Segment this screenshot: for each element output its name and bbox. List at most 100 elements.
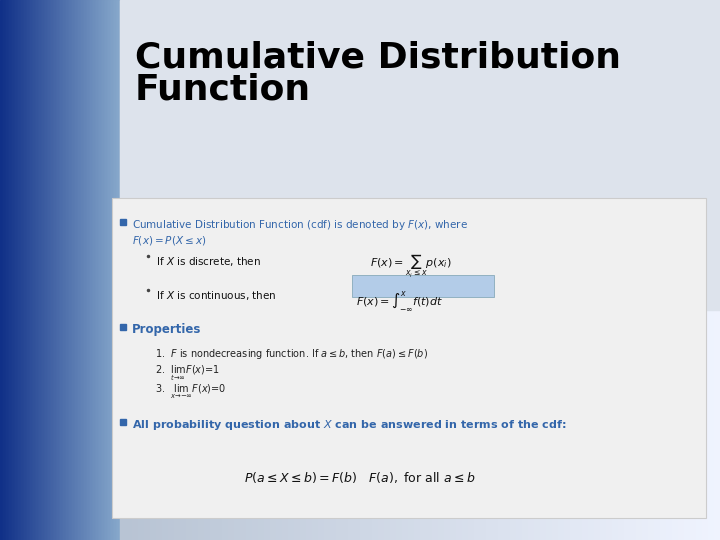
Polygon shape	[150, 0, 156, 540]
Polygon shape	[372, 0, 378, 540]
Polygon shape	[112, 0, 114, 540]
Polygon shape	[450, 0, 456, 540]
Polygon shape	[117, 0, 119, 540]
Polygon shape	[246, 0, 252, 540]
Polygon shape	[61, 0, 63, 540]
Polygon shape	[93, 0, 94, 540]
Polygon shape	[4, 0, 6, 540]
Polygon shape	[402, 0, 408, 540]
Polygon shape	[9, 0, 11, 540]
Polygon shape	[624, 0, 630, 540]
Polygon shape	[65, 0, 66, 540]
Polygon shape	[29, 0, 30, 540]
Polygon shape	[702, 0, 708, 540]
Polygon shape	[570, 0, 576, 540]
Polygon shape	[120, 0, 720, 310]
Polygon shape	[84, 0, 86, 540]
Polygon shape	[6, 0, 7, 540]
Polygon shape	[294, 0, 300, 540]
Polygon shape	[534, 0, 540, 540]
Polygon shape	[318, 0, 324, 540]
Polygon shape	[14, 0, 15, 540]
Polygon shape	[352, 275, 494, 297]
Polygon shape	[606, 0, 612, 540]
Polygon shape	[144, 0, 150, 540]
Polygon shape	[432, 0, 438, 540]
Polygon shape	[336, 0, 342, 540]
Polygon shape	[678, 0, 684, 540]
Polygon shape	[138, 0, 144, 540]
Polygon shape	[94, 0, 96, 540]
Polygon shape	[3, 0, 4, 540]
Polygon shape	[186, 0, 192, 540]
Polygon shape	[330, 0, 336, 540]
Polygon shape	[378, 0, 384, 540]
Text: Cumulative Distribution Function (cdf) is denoted by $F(x)$, where: Cumulative Distribution Function (cdf) i…	[132, 218, 468, 232]
Polygon shape	[36, 0, 37, 540]
Polygon shape	[300, 0, 306, 540]
Polygon shape	[618, 0, 624, 540]
Polygon shape	[168, 0, 174, 540]
Polygon shape	[480, 0, 486, 540]
Polygon shape	[87, 0, 89, 540]
Polygon shape	[96, 0, 97, 540]
Polygon shape	[588, 0, 594, 540]
Polygon shape	[564, 0, 570, 540]
Polygon shape	[486, 0, 492, 540]
Polygon shape	[672, 0, 678, 540]
Polygon shape	[73, 0, 75, 540]
Polygon shape	[111, 0, 112, 540]
Polygon shape	[0, 0, 1, 540]
Polygon shape	[45, 0, 47, 540]
Polygon shape	[222, 0, 228, 540]
Polygon shape	[120, 324, 126, 330]
Polygon shape	[53, 0, 54, 540]
Polygon shape	[384, 0, 390, 540]
Polygon shape	[114, 0, 115, 540]
Polygon shape	[1, 0, 3, 540]
Polygon shape	[24, 0, 25, 540]
Polygon shape	[540, 0, 546, 540]
Polygon shape	[120, 219, 126, 225]
Polygon shape	[71, 0, 72, 540]
Text: $F(x) = \sum_{x_i \leq x} p(x_i)$: $F(x) = \sum_{x_i \leq x} p(x_i)$	[370, 253, 451, 280]
Polygon shape	[39, 0, 40, 540]
Polygon shape	[102, 0, 104, 540]
Text: 2.  $\lim_{t \to \infty} F(x) = 1$: 2. $\lim_{t \to \infty} F(x) = 1$	[155, 364, 220, 383]
Polygon shape	[27, 0, 29, 540]
Polygon shape	[104, 0, 105, 540]
Polygon shape	[105, 0, 107, 540]
Polygon shape	[468, 0, 474, 540]
Polygon shape	[108, 0, 109, 540]
Polygon shape	[68, 0, 69, 540]
Polygon shape	[76, 0, 78, 540]
Polygon shape	[210, 0, 216, 540]
Polygon shape	[204, 0, 210, 540]
Text: All probability question about $X$ can be answered in terms of the cdf:: All probability question about $X$ can b…	[132, 418, 567, 432]
Polygon shape	[18, 0, 19, 540]
Polygon shape	[91, 0, 93, 540]
Polygon shape	[58, 0, 60, 540]
Polygon shape	[86, 0, 87, 540]
Polygon shape	[97, 0, 99, 540]
Polygon shape	[390, 0, 396, 540]
Polygon shape	[636, 0, 642, 540]
Polygon shape	[708, 0, 714, 540]
Polygon shape	[17, 0, 18, 540]
Polygon shape	[21, 0, 22, 540]
Polygon shape	[438, 0, 444, 540]
Polygon shape	[546, 0, 552, 540]
Polygon shape	[696, 0, 702, 540]
Polygon shape	[552, 0, 558, 540]
Polygon shape	[354, 0, 360, 540]
Polygon shape	[240, 0, 246, 540]
Polygon shape	[47, 0, 48, 540]
Polygon shape	[192, 0, 198, 540]
Polygon shape	[69, 0, 71, 540]
Polygon shape	[462, 0, 468, 540]
Polygon shape	[60, 0, 61, 540]
Polygon shape	[30, 0, 32, 540]
Polygon shape	[11, 0, 12, 540]
Polygon shape	[174, 0, 180, 540]
Polygon shape	[282, 0, 288, 540]
